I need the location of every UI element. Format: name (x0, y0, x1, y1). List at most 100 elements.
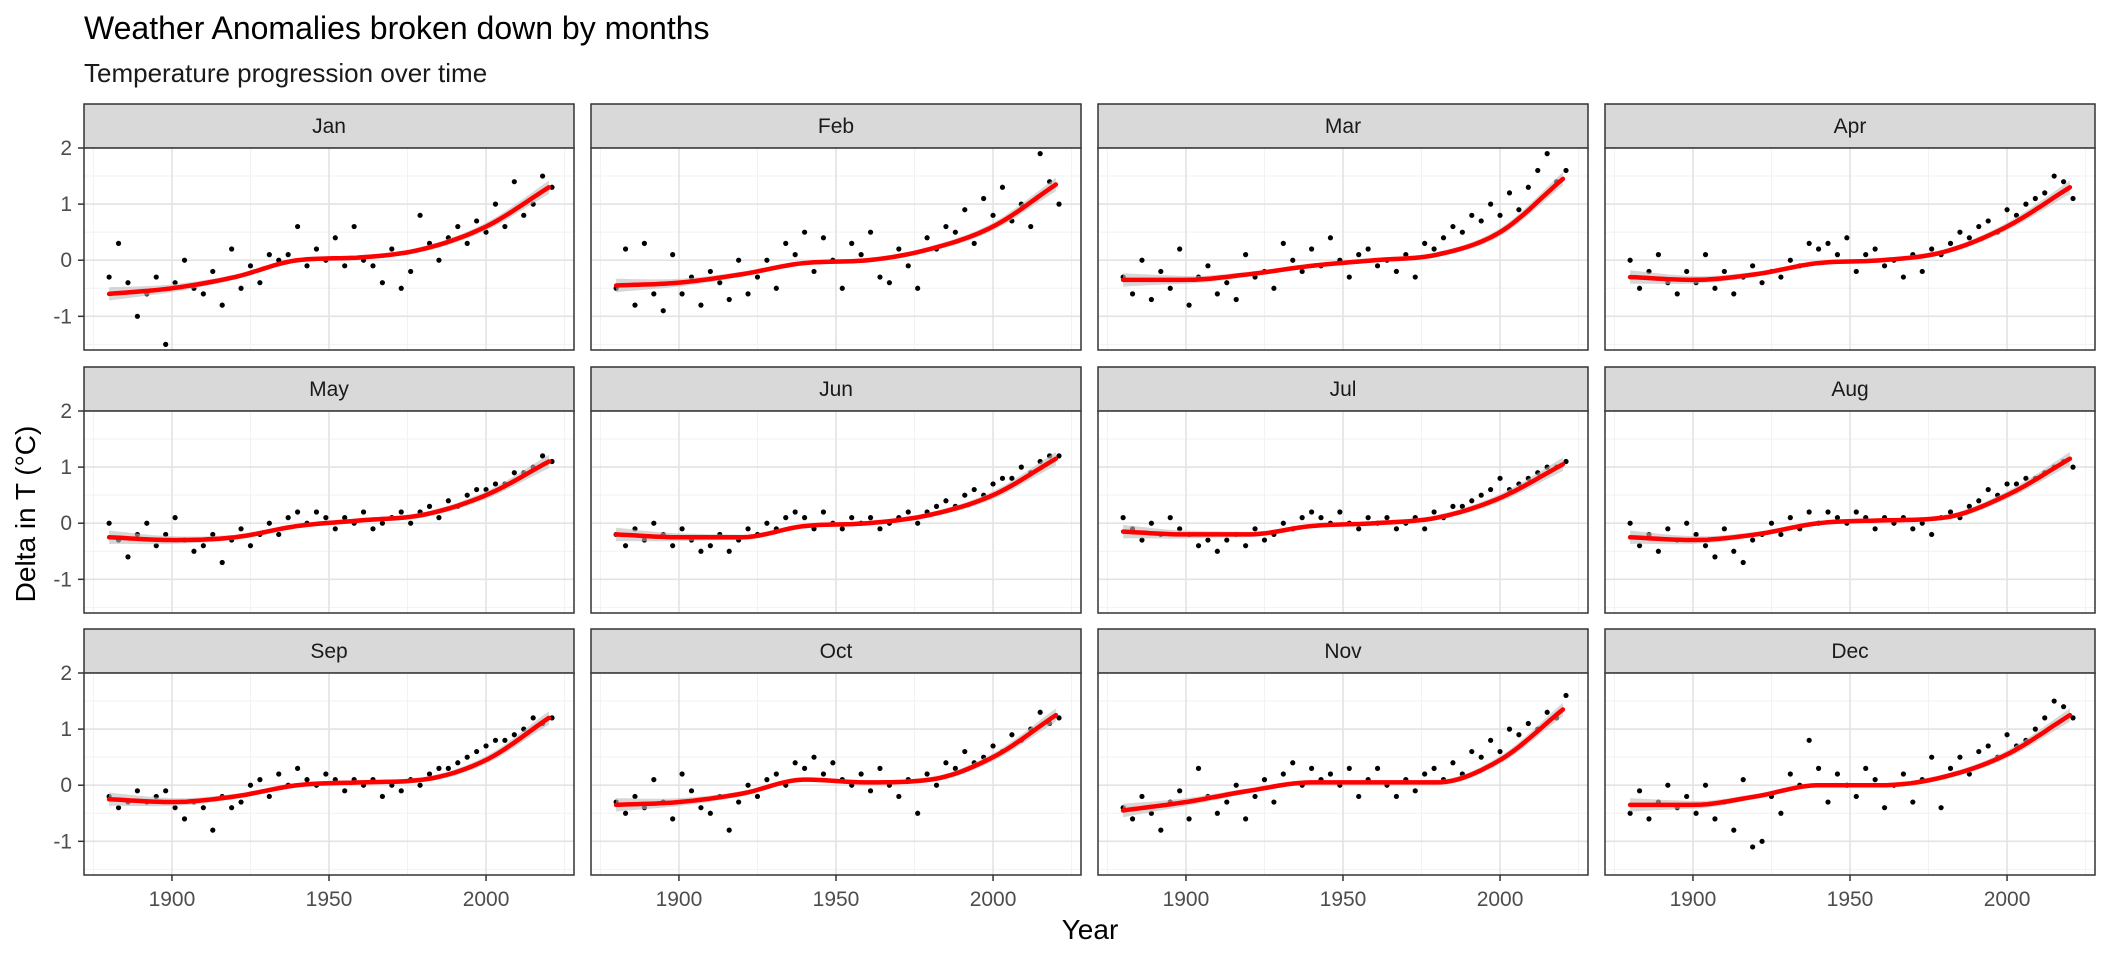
data-point (1346, 274, 1352, 280)
data-point (1195, 543, 1202, 549)
x-tick-label: 1950 (813, 888, 860, 911)
trend-line (613, 712, 1059, 808)
confidence-band (616, 177, 1056, 293)
data-point (717, 280, 723, 286)
data-point (436, 257, 442, 263)
data-point (839, 285, 845, 291)
chart-title: Weather Anomalies broken down by months (84, 10, 710, 46)
data-point (999, 184, 1006, 190)
data-point (641, 240, 647, 246)
data-point (1863, 765, 1869, 771)
panel-dec: Dec 1900 1950 2000 (1604, 628, 2096, 911)
confidence-band (1630, 708, 2070, 812)
data-point (1412, 788, 1418, 794)
data-point (933, 782, 940, 788)
data-point (849, 240, 855, 246)
data-point (1224, 799, 1230, 805)
data-point (1356, 252, 1362, 258)
data-point (1985, 218, 1991, 224)
data-point (323, 515, 329, 521)
data-point (257, 777, 263, 783)
data-point (811, 268, 817, 275)
data-point (1374, 263, 1381, 269)
data-point (1881, 805, 1888, 811)
data-point (971, 486, 977, 493)
trend-line (613, 182, 1059, 288)
data-point (417, 782, 423, 788)
data-point (1431, 246, 1437, 252)
data-point (707, 543, 713, 549)
facet-strip-label: Jan (312, 115, 346, 138)
trend-line (1627, 185, 2073, 283)
panel-jul: Jul (1097, 366, 1589, 614)
data-point (1665, 526, 1671, 532)
data-point (811, 754, 817, 760)
data-point (2023, 475, 2029, 481)
data-point (181, 257, 188, 263)
data-point (1148, 296, 1154, 303)
data-point (210, 531, 216, 538)
data-point (1778, 810, 1784, 816)
data-point (1929, 754, 1935, 760)
data-point (764, 777, 770, 783)
data-point (1261, 537, 1268, 543)
data-point (1825, 509, 1831, 515)
data-point (144, 520, 150, 526)
data-point (1947, 509, 1954, 515)
data-point (408, 520, 414, 526)
y-tick-label: 0 (60, 249, 72, 272)
y-tick-label: -1 (53, 305, 72, 328)
data-point (943, 498, 949, 504)
trend-line (106, 185, 552, 297)
trend-line (1627, 712, 2073, 808)
data-point (1721, 526, 1727, 532)
facet-strip (590, 103, 1082, 149)
trend-line (106, 459, 552, 543)
data-point (1308, 509, 1315, 515)
data-point (792, 509, 798, 515)
data-point (1037, 151, 1043, 157)
data-point (1299, 268, 1305, 275)
data-point (679, 291, 685, 297)
data-point (1233, 296, 1239, 303)
y-tick-label: 2 (60, 400, 72, 423)
x-tick-label: 1950 (306, 888, 353, 911)
data-point (1422, 771, 1428, 777)
panel-border (83, 147, 575, 351)
x-tick-label: 2000 (463, 888, 510, 911)
data-point (764, 257, 770, 263)
data-point (1627, 520, 1633, 526)
data-point (1684, 520, 1690, 526)
data-point (1308, 246, 1315, 252)
data-point (1177, 526, 1183, 532)
panel-nov: Nov 1900 1950 2000 (1097, 628, 1589, 911)
data-point (342, 515, 348, 521)
data-point (726, 548, 732, 554)
panel-border (1097, 410, 1589, 614)
data-point (726, 827, 732, 833)
data-point (1834, 515, 1841, 521)
data-point (877, 274, 883, 280)
x-tick-label: 2000 (1984, 888, 2031, 911)
data-point (1806, 240, 1812, 246)
trend-line (1120, 707, 1566, 813)
x-tick-label: 1900 (1163, 888, 1210, 911)
data-point (238, 526, 244, 532)
data-point (1693, 531, 1699, 538)
facet-strip-label: Feb (818, 115, 854, 138)
data-point (2032, 195, 2038, 202)
data-point (1563, 458, 1569, 465)
data-point (1129, 816, 1136, 822)
data-point (1186, 302, 1192, 308)
data-point (1535, 167, 1541, 174)
data-point (622, 810, 629, 816)
data-point (1056, 715, 1062, 721)
data-point (1478, 754, 1484, 760)
data-point (1488, 486, 1494, 493)
data-point (247, 543, 254, 549)
data-point (417, 212, 423, 218)
data-point (2051, 173, 2057, 179)
data-point (172, 515, 178, 521)
y-tick-label: -1 (53, 568, 72, 591)
y-tick-label: 0 (60, 774, 72, 797)
